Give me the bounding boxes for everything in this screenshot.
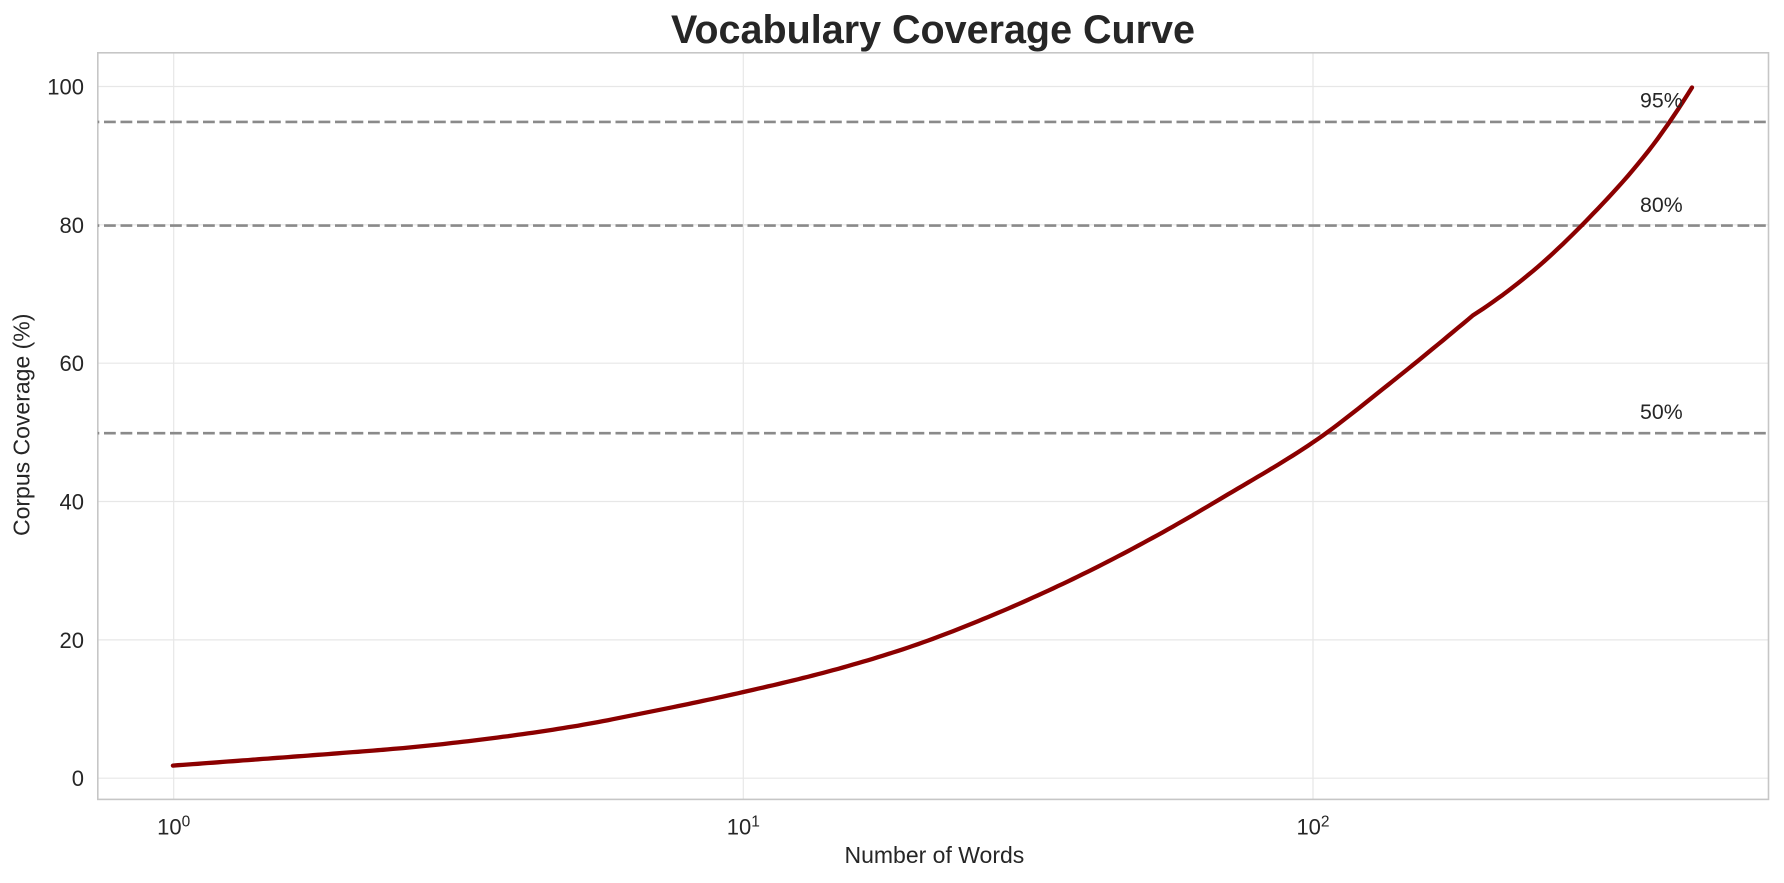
svg-text:Vocabulary Coverage Curve: Vocabulary Coverage Curve (671, 8, 1195, 52)
svg-text:95%: 95% (1640, 89, 1683, 113)
svg-text:40: 40 (60, 490, 84, 515)
svg-text:50%: 50% (1640, 400, 1683, 424)
svg-text:80: 80 (60, 213, 84, 238)
svg-text:Corpus Coverage (%): Corpus Coverage (%) (9, 314, 35, 536)
svg-text:0: 0 (72, 766, 84, 791)
svg-text:80%: 80% (1640, 193, 1683, 217)
svg-text:100: 100 (47, 75, 84, 100)
svg-text:Number of Words: Number of Words (844, 842, 1024, 868)
svg-text:60: 60 (60, 351, 84, 376)
svg-text:20: 20 (60, 628, 84, 653)
